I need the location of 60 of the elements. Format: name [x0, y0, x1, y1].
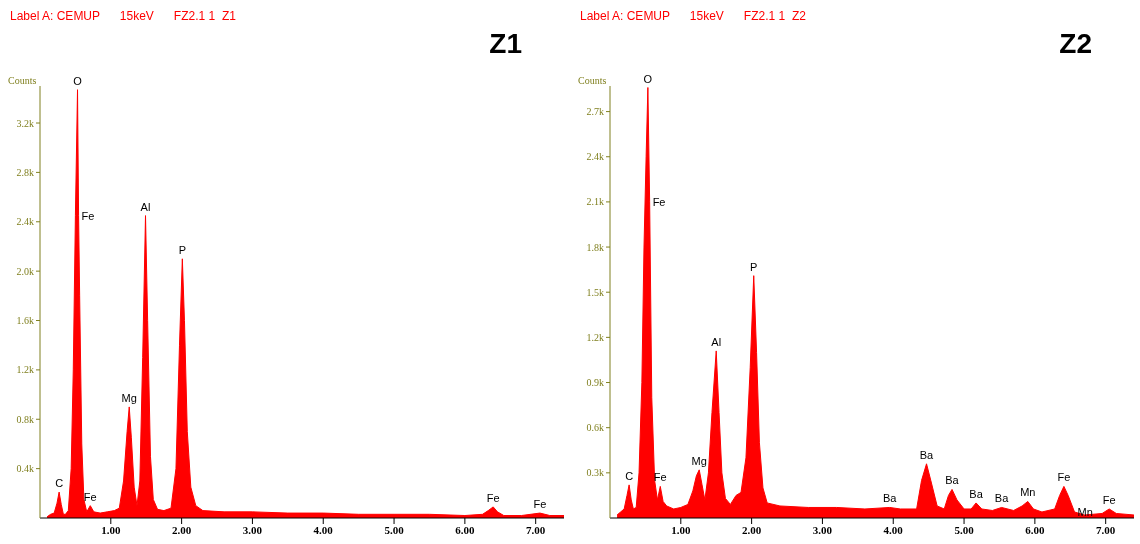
chart-subtitle: Z2 [1059, 28, 1092, 60]
annotation: Ba [945, 474, 960, 487]
y-tick-label: 2.4k [16, 216, 34, 228]
chart-title: Label A: CEMUP 15keV FZ2.1 1 Z2 [580, 9, 806, 23]
annotation: Mg [121, 391, 137, 404]
y-tick-label: 2.8k [16, 166, 34, 178]
y-tick-label: 1.2k [16, 364, 34, 376]
x-tick-label: 2.00 [172, 523, 192, 536]
annotation: Fe [486, 491, 500, 504]
y-tick-label: 2.7k [586, 106, 604, 118]
y-tick-label: 2.1k [586, 196, 604, 208]
annotation: O [73, 74, 83, 87]
x-tick-label: 4.00 [883, 523, 904, 536]
y-tick-label: 2.0k [16, 265, 34, 277]
x-tick-label: 5.00 [384, 523, 405, 536]
annotation: Ba [919, 448, 935, 461]
annotation: Ba [994, 492, 1010, 505]
annotation: C [625, 469, 634, 482]
annotation: P [750, 260, 758, 273]
x-tick-label: 7.00 [526, 523, 546, 536]
annotation: Fe [533, 498, 547, 511]
annotation: Fe [652, 195, 666, 208]
annotation: P [178, 243, 186, 256]
x-tick-label: 6.00 [1025, 523, 1045, 536]
x-tick-label: 1.00 [671, 523, 691, 536]
annotation: Fe [1102, 493, 1116, 506]
x-tick-label: 4.00 [313, 523, 334, 536]
chart-subtitle: Z1 [489, 28, 522, 60]
y-tick-label: 0.8k [16, 413, 34, 425]
y-tick-label: 0.6k [586, 422, 604, 434]
x-tick-label: 3.00 [812, 523, 833, 536]
y-tick-label: 0.9k [586, 377, 604, 389]
y-tick-label: 2.4k [586, 151, 604, 163]
annotation: O [643, 72, 653, 85]
annotation: Ba [969, 487, 984, 500]
y-tick-label: 1.2k [586, 331, 604, 343]
annotation: Mg [691, 454, 707, 467]
y-axis-title: Counts [578, 75, 607, 86]
y-tick-label: 0.4k [16, 463, 34, 475]
annotation: C [55, 477, 64, 490]
x-tick-label: 5.00 [954, 523, 975, 536]
annotation: Fe [83, 490, 97, 503]
annotation: Fe [1057, 471, 1071, 484]
annotation: Mn [1020, 486, 1036, 499]
y-axis-title: Counts [8, 75, 37, 86]
annotation: Al [711, 335, 722, 348]
annotation: Al [140, 200, 151, 213]
y-tick-label: 3.2k [16, 117, 34, 129]
y-tick-label: 1.6k [16, 315, 34, 327]
y-tick-label: 0.3k [586, 467, 604, 479]
x-tick-label: 6.00 [455, 523, 475, 536]
x-tick-label: 1.00 [101, 523, 121, 536]
y-tick-label: 1.5k [586, 286, 604, 298]
annotation: Fe [81, 209, 95, 222]
x-tick-label: 3.00 [242, 523, 263, 536]
y-tick-label: 1.8k [586, 241, 604, 253]
x-tick-label: 7.00 [1096, 523, 1116, 536]
x-tick-label: 2.00 [742, 523, 762, 536]
annotation: Ba [882, 492, 898, 505]
chart-title: Label A: CEMUP 15keV FZ2.1 1 Z1 [10, 9, 236, 23]
